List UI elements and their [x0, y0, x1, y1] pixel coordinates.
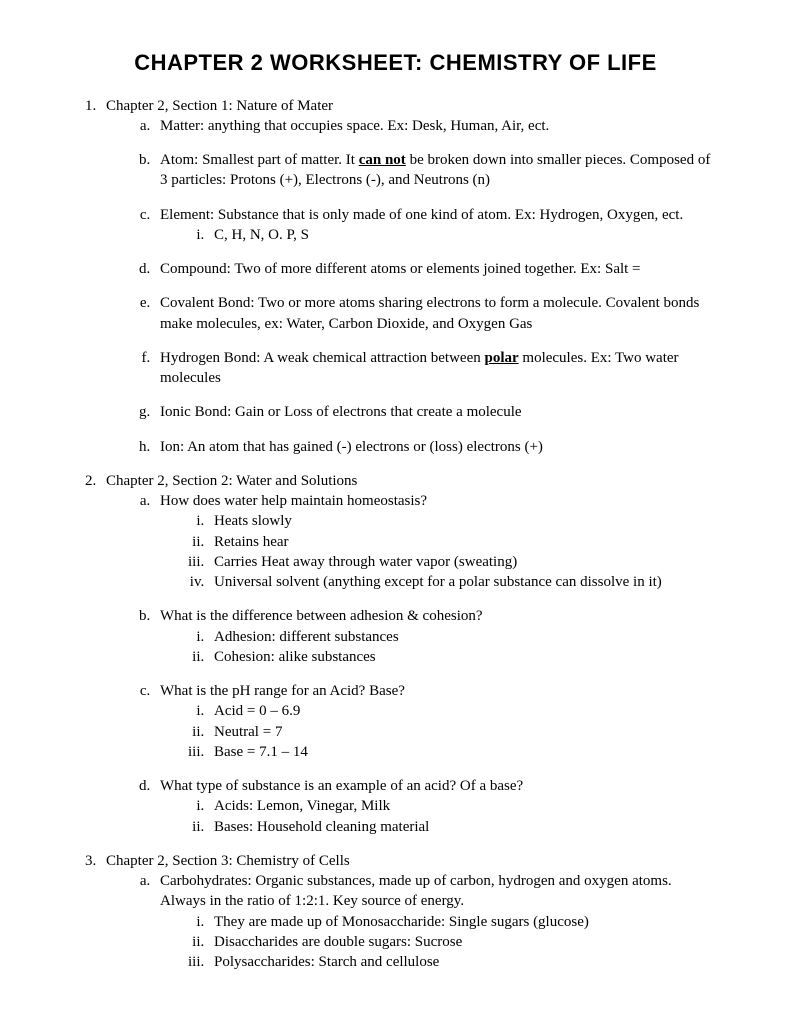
- roman-list: Heats slowlyRetains hearCarries Heat awa…: [160, 511, 719, 592]
- alpha-list: Matter: anything that occupies space. Ex…: [106, 116, 719, 457]
- roman-item: Adhesion: different substances: [208, 627, 719, 647]
- roman-item: Retains hear: [208, 532, 719, 552]
- page-title: Chapter 2 Worksheet: Chemistry of Life: [72, 48, 719, 78]
- roman-list: They are made up of Monosaccharide: Sing…: [160, 912, 719, 973]
- alpha-item: Hydrogen Bond: A weak chemical attractio…: [154, 348, 719, 389]
- item-text: Ion: An atom that has gained (-) electro…: [160, 439, 543, 455]
- roman-item: Universal solvent (anything except for a…: [208, 572, 719, 592]
- alpha-item: Covalent Bond: Two or more atoms sharing…: [154, 293, 719, 334]
- roman-item: Heats slowly: [208, 511, 719, 531]
- roman-item: They are made up of Monosaccharide: Sing…: [208, 912, 719, 932]
- alpha-item: Ion: An atom that has gained (-) electro…: [154, 437, 719, 457]
- alpha-item: What is the pH range for an Acid? Base? A…: [154, 681, 719, 762]
- alpha-item: Matter: anything that occupies space. Ex…: [154, 116, 719, 136]
- roman-item: Acid = 0 – 6.9: [208, 701, 719, 721]
- roman-item: Carries Heat away through water vapor (s…: [208, 552, 719, 572]
- roman-list: Acid = 0 – 6.9Neutral = 7Base = 7.1 – 14: [160, 701, 719, 762]
- alpha-item: Carbohydrates: Organic substances, made …: [154, 871, 719, 972]
- item-text: Covalent Bond: Two or more atoms sharing…: [160, 295, 699, 331]
- item-text: Ionic Bond: Gain or Loss of electrons th…: [160, 404, 522, 420]
- alpha-list: How does water help maintain homeostasis…: [106, 491, 719, 837]
- item-text: Hydrogen Bond: A weak chemical attractio…: [160, 350, 679, 386]
- item-text: Compound: Two of more different atoms or…: [160, 261, 641, 277]
- section-item: Chapter 2, Section 1: Nature of Mater Mat…: [100, 96, 719, 457]
- document-page: Chapter 2 Worksheet: Chemistry of Life C…: [0, 0, 791, 1034]
- roman-item: Base = 7.1 – 14: [208, 742, 719, 762]
- alpha-item: Atom: Smallest part of matter. It can no…: [154, 150, 719, 191]
- roman-item: Cohesion: alike substances: [208, 647, 719, 667]
- alpha-item: Compound: Two of more different atoms or…: [154, 259, 719, 279]
- item-text: What type of substance is an example of …: [160, 778, 523, 794]
- alpha-item: Ionic Bond: Gain or Loss of electrons th…: [154, 402, 719, 422]
- alpha-item: What is the difference between adhesion …: [154, 606, 719, 667]
- roman-list: C, H, N, O. P, S: [160, 225, 719, 245]
- item-text: What is the difference between adhesion …: [160, 608, 483, 624]
- alpha-item: What type of substance is an example of …: [154, 776, 719, 837]
- roman-item: Polysaccharides: Starch and cellulose: [208, 952, 719, 972]
- roman-item: Bases: Household cleaning material: [208, 817, 719, 837]
- section-item: Chapter 2, Section 3: Chemistry of Cells…: [100, 851, 719, 973]
- item-text: How does water help maintain homeostasis…: [160, 493, 427, 509]
- item-text: Element: Substance that is only made of …: [160, 207, 683, 223]
- section-heading: Chapter 2, Section 1: Nature of Mater: [106, 98, 333, 114]
- roman-item: C, H, N, O. P, S: [208, 225, 719, 245]
- section-item: Chapter 2, Section 2: Water and Solution…: [100, 471, 719, 837]
- section-heading: Chapter 2, Section 3: Chemistry of Cells: [106, 853, 350, 869]
- item-text: What is the pH range for an Acid? Base?: [160, 683, 405, 699]
- item-text: Matter: anything that occupies space. Ex…: [160, 118, 549, 134]
- section-heading: Chapter 2, Section 2: Water and Solution…: [106, 473, 357, 489]
- outline-numbered-list: Chapter 2, Section 1: Nature of Mater Mat…: [72, 96, 719, 973]
- roman-list: Adhesion: different substancesCohesion: …: [160, 627, 719, 668]
- alpha-item: How does water help maintain homeostasis…: [154, 491, 719, 592]
- item-text: Atom: Smallest part of matter. It can no…: [160, 152, 710, 188]
- alpha-list: Carbohydrates: Organic substances, made …: [106, 871, 719, 972]
- emphasis: can not: [359, 152, 406, 168]
- roman-item: Neutral = 7: [208, 722, 719, 742]
- emphasis: polar: [484, 350, 518, 366]
- alpha-item: Element: Substance that is only made of …: [154, 205, 719, 246]
- roman-item: Disaccharides are double sugars: Sucrose: [208, 932, 719, 952]
- roman-list: Acids: Lemon, Vinegar, MilkBases: Househ…: [160, 796, 719, 837]
- item-text: Carbohydrates: Organic substances, made …: [160, 873, 672, 909]
- roman-item: Acids: Lemon, Vinegar, Milk: [208, 796, 719, 816]
